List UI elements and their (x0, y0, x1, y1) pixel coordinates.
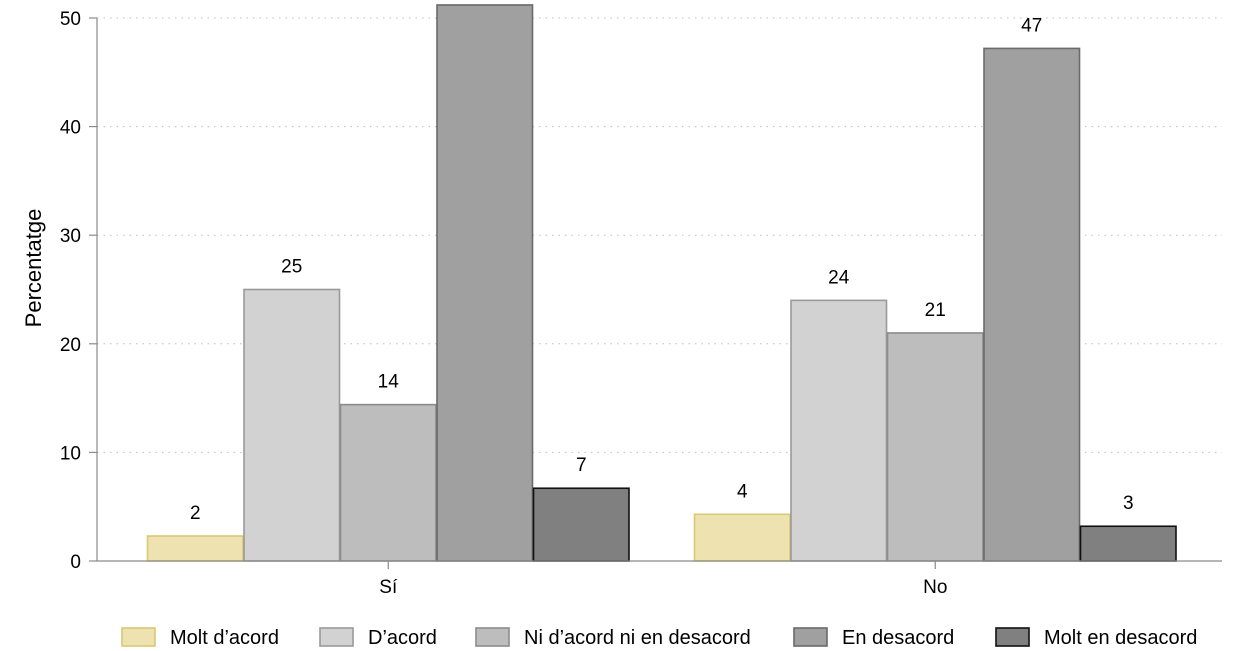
axes (96, 18, 1222, 562)
legend: Molt d’acord D’acord Ni d’acord ni en desa… (121, 627, 1197, 649)
bar-2-3 (886, 332, 984, 562)
data-label-2-4: 47 (1021, 15, 1042, 36)
bar-1-4 (436, 4, 534, 562)
legend-label-1: Molt d’acord (170, 627, 279, 649)
data-label-1-2: 25 (281, 257, 302, 278)
bar-1-5 (532, 487, 630, 562)
legend-label-2: D’acord (368, 627, 437, 649)
x-tick-label-2: No (923, 577, 947, 598)
legend-swatch-3 (475, 627, 510, 647)
bar-1-3 (339, 403, 437, 562)
data-label-2-3: 21 (925, 300, 946, 321)
data-label-2-2: 24 (828, 267, 850, 288)
data-label-2-1: 4 (737, 481, 748, 502)
data-label-1-1: 2 (190, 503, 201, 524)
bar-2-2 (790, 299, 888, 562)
legend-swatch-4 (793, 627, 828, 647)
data-labels: 2 25 14 7 4 24 21 47 3 (190, 15, 1134, 524)
bars (146, 4, 1177, 562)
x-ticks: Sí No (379, 561, 947, 598)
y-ticks: 0 10 20 30 40 50 (60, 9, 97, 573)
legend-swatch-2 (319, 627, 354, 647)
legend-swatch-1 (121, 627, 156, 647)
data-label-2-5: 3 (1123, 493, 1134, 514)
bar-1-2 (243, 288, 341, 562)
y-tick-label-0: 0 (70, 552, 81, 573)
data-label-1-3: 14 (378, 372, 400, 393)
y-tick-label-40: 40 (60, 118, 81, 139)
legend-swatch-5 (995, 627, 1030, 647)
x-tick-label-1: Sí (379, 577, 398, 598)
y-tick-label-20: 20 (60, 335, 81, 356)
y-tick-label-10: 10 (60, 443, 81, 464)
legend-label-4: En desacord (842, 627, 954, 649)
bar-2-5 (1079, 525, 1177, 562)
y-tick-label-30: 30 (60, 226, 81, 247)
bar-2-4 (983, 47, 1081, 562)
legend-label-3: Ni d’acord ni en desacord (524, 627, 751, 649)
y-axis-title: Percentatge (21, 209, 46, 328)
data-label-1-5: 7 (576, 455, 587, 476)
y-tick-label-50: 50 (60, 9, 81, 30)
bar-2-1 (693, 513, 791, 562)
bar-1-1 (146, 535, 244, 562)
legend-label-5: Molt en desacord (1044, 627, 1197, 649)
